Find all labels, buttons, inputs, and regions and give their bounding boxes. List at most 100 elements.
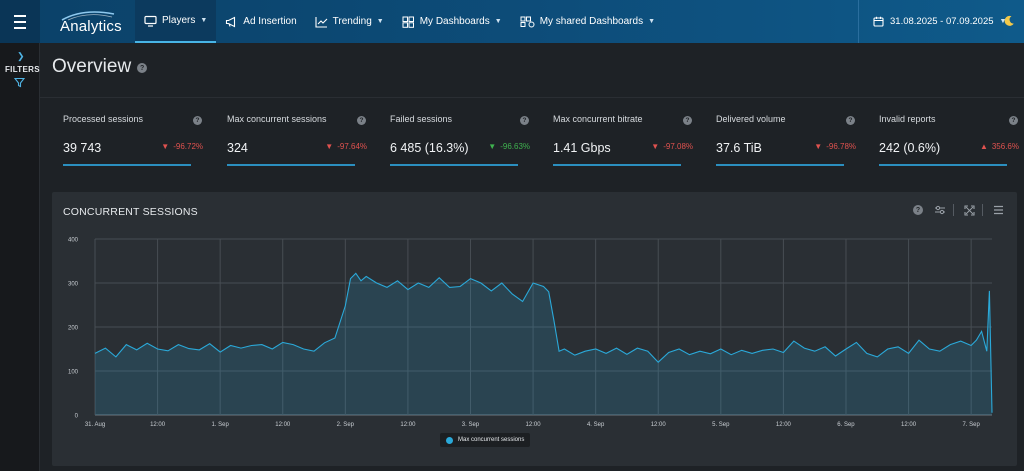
x-tick-label: 12:00 (901, 422, 917, 428)
x-tick-label: 12:00 (150, 422, 166, 428)
menu-lines-icon[interactable] (991, 203, 1005, 217)
x-tick-label: 5. Sep (712, 422, 730, 428)
series-line (94, 272, 993, 413)
x-tick-label: 12:00 (400, 422, 416, 428)
main-nav: Players ▼ Ad Insertion Trending ▼ My Das… (135, 0, 664, 43)
chevron-down-icon: ▼ (648, 18, 656, 25)
kpi-name: Delivered volume (716, 114, 786, 124)
kpi-delta: ▼ -96.78% (814, 142, 856, 151)
nav-my-dashboards-label: My Dashboards (419, 16, 490, 27)
x-tick-label: 7. Sep (962, 422, 980, 428)
x-tick-label: 4. Sep (587, 422, 605, 428)
y-tick-label: 200 (68, 326, 79, 332)
kpi-delta-value: -96.63% (500, 142, 530, 151)
legend-label: Max concurrent sessions (458, 437, 525, 443)
menu-button[interactable] (0, 0, 40, 43)
kpi-value: 6 485 (16.3%) (390, 141, 469, 155)
legend-swatch (446, 436, 453, 444)
dashboard-grid-icon (402, 16, 415, 28)
kpi-name: Max concurrent bitrate (553, 114, 643, 124)
kpi-card[interactable]: Invalid reports? 242 (0.6%) ▲ 356.6% (869, 105, 1019, 175)
chevron-right-icon[interactable]: ❯ (17, 51, 25, 61)
chevron-down-icon: ▼ (376, 18, 384, 25)
filters-sidebar: ❯ FILTERS (0, 43, 40, 471)
y-tick-label: 300 (68, 282, 79, 288)
toolbar-separator (982, 204, 983, 216)
kpi-value: 324 (227, 141, 248, 155)
funnel-icon[interactable] (14, 77, 25, 88)
top-navigation-bar: Analytics Players ▼ Ad Insertion Trendin… (0, 0, 1024, 43)
kpi-underline (879, 164, 1007, 166)
x-tick-label: 3. Sep (462, 422, 480, 428)
trend-chart-icon (315, 16, 328, 28)
nav-trending[interactable]: Trending ▼ (306, 0, 393, 43)
help-icon[interactable]: ? (520, 116, 529, 125)
help-icon[interactable]: ? (846, 116, 855, 125)
toolbar-separator (953, 204, 954, 216)
nav-my-shared-dashboards[interactable]: My shared Dashboards ▼ (511, 0, 664, 43)
x-tick-label: 1. Sep (211, 422, 229, 428)
triangle-down-icon: ▼ (651, 142, 660, 151)
chart-legend[interactable]: Max concurrent sessions (440, 433, 531, 447)
monitor-icon (144, 15, 157, 27)
help-icon[interactable]: ? (911, 203, 925, 217)
kpi-underline (553, 164, 681, 166)
kpi-delta-value: -96.78% (826, 142, 856, 151)
help-icon[interactable]: ? (1009, 116, 1018, 125)
moon-icon[interactable] (1003, 15, 1015, 27)
triangle-up-icon: ▲ (979, 142, 988, 151)
nav-my-shared-dashboards-label: My shared Dashboards (539, 16, 644, 27)
page-title: Overview (52, 56, 132, 77)
x-tick-label: 6. Sep (837, 422, 855, 428)
fullscreen-icon[interactable] (962, 203, 976, 217)
kpi-delta-value: 356.6% (991, 142, 1019, 151)
kpi-delta-value: -97.64% (337, 142, 367, 151)
kpi-underline (63, 164, 191, 166)
kpi-card[interactable]: Max concurrent bitrate? 1.41 Gbps ▼ -97.08% (543, 105, 693, 175)
kpi-card[interactable]: Processed sessions? 39 743 ▼ -96.72% (53, 105, 203, 175)
filters-label: FILTERS (5, 65, 40, 74)
nav-trending-label: Trending (332, 16, 372, 27)
kpi-name: Failed sessions (390, 114, 453, 124)
chevron-down-icon: ▼ (999, 18, 1007, 25)
kpi-delta-value: -97.08% (663, 142, 693, 151)
kpi-value: 37.6 TiB (716, 141, 762, 155)
x-tick-label: 31. Aug (85, 422, 105, 428)
sliders-icon[interactable] (933, 203, 947, 217)
y-tick-label: 0 (75, 414, 79, 420)
help-icon[interactable]: ? (137, 63, 148, 73)
kpi-delta: ▼ -96.63% (488, 142, 530, 151)
nav-my-dashboards[interactable]: My Dashboards ▼ (393, 0, 511, 43)
help-icon[interactable]: ? (193, 116, 202, 125)
help-icon[interactable]: ? (683, 116, 692, 125)
date-range-picker[interactable]: 31.08.2025 - 07.09.2025 ▼ (858, 0, 1006, 43)
kpi-delta: ▼ -97.64% (325, 142, 367, 151)
nav-players[interactable]: Players ▼ (135, 0, 217, 43)
nav-ad-insertion[interactable]: Ad Insertion (216, 0, 305, 43)
kpi-delta: ▲ 356.6% (980, 142, 1019, 151)
app-logo[interactable]: Analytics (58, 8, 122, 36)
x-tick-label: 12:00 (651, 422, 667, 428)
logo-swoosh-icon (61, 11, 115, 21)
x-tick-label: 12:00 (776, 422, 792, 428)
help-icon[interactable]: ? (357, 116, 366, 125)
kpi-value: 1.41 Gbps (553, 141, 611, 155)
logo-text: Analytics (60, 18, 122, 35)
nav-players-label: Players (162, 15, 196, 26)
panel-toolbar: ? (903, 203, 1005, 217)
kpi-value: 242 (0.6%) (879, 141, 941, 155)
kpi-card[interactable]: Delivered volume? 37.6 TiB ▼ -96.78% (706, 105, 856, 175)
concurrent-sessions-panel: CONCURRENT SESSIONS ? (52, 192, 1017, 466)
shared-dashboard-icon (520, 16, 535, 28)
kpi-name: Max concurrent sessions (227, 114, 327, 124)
nav-ad-insertion-label: Ad Insertion (243, 16, 297, 27)
kpi-delta: ▼ -97.08% (651, 142, 693, 151)
kpi-card[interactable]: Failed sessions? 6 485 (16.3%) ▼ -96.63% (380, 105, 530, 175)
kpi-card[interactable]: Max concurrent sessions? 324 ▼ -97.64% (217, 105, 367, 175)
kpi-name: Processed sessions (63, 114, 144, 124)
x-tick-label: 12:00 (526, 422, 542, 428)
date-range-label: 31.08.2025 - 07.09.2025 (890, 16, 994, 27)
series-area (95, 273, 992, 415)
hamburger-icon (14, 13, 26, 31)
